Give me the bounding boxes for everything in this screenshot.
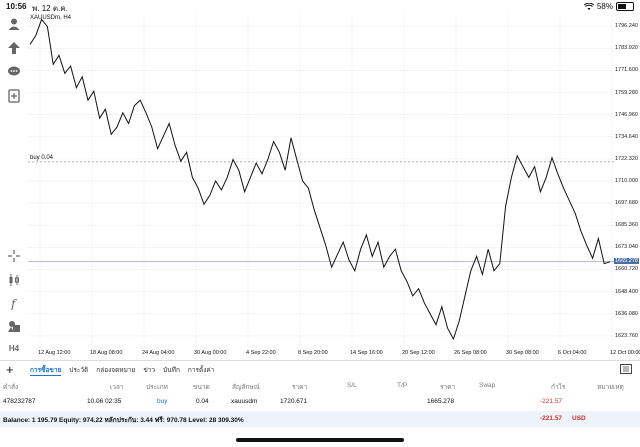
order-id: 478232787 <box>3 398 36 405</box>
wifi-icon <box>583 2 594 10</box>
candlestick-icon[interactable] <box>4 270 24 290</box>
time-tick-label: 8 Sep 20:00 <box>298 350 328 356</box>
time-tick-label: 30 Sep 08:00 <box>506 350 539 356</box>
expand-panel-icon[interactable] <box>620 364 632 374</box>
order-open-price: 1720.671 <box>280 398 308 405</box>
order-time: 10.06 02:35 <box>87 398 122 405</box>
time-tick-label: 12 Aug 12:00 <box>38 350 71 356</box>
time-axis: 12 Aug 12:00 18 Aug 08:00 24 Aug 04:00 30 A… <box>28 348 640 360</box>
terminal-tabs-bar: + การซื้อขาย ประวัติ กล่องจดหมาย ข่าว บันทึก… <box>0 360 640 379</box>
time-tick-label: 18 Aug 08:00 <box>90 350 123 356</box>
price-tick-label: 1636.080 <box>615 310 638 317</box>
price-tick-label: 1796.240 <box>615 23 638 30</box>
orders-table: คำสั่ง เวลา ประเภท ขนาด สัญลักษณ์ ราคา S… <box>0 378 640 410</box>
col-comment: หมายเหตุ <box>597 384 624 391</box>
battery-icon <box>616 2 634 11</box>
svg-text:f: f <box>10 297 18 310</box>
current-price-tag: 1665.278 <box>614 258 639 265</box>
crosshair-icon[interactable] <box>4 246 24 266</box>
order-type: buy <box>157 398 168 405</box>
col-symbol: สัญลักษณ์ <box>232 384 260 391</box>
col-size: ขนาด <box>193 384 210 391</box>
balance-row: Balance: 1 195.79 Equity: 974.22 หลักประ… <box>0 411 640 427</box>
price-line-series <box>29 18 611 341</box>
time-tick-label: 24 Aug 04:00 <box>142 350 175 356</box>
currency-label: USD <box>572 415 586 422</box>
status-bar: 10:56 พ. 12 ต.ค. 58% <box>0 0 640 14</box>
new-order-icon[interactable] <box>4 86 24 106</box>
col-open-price: ราคา <box>292 384 308 391</box>
status-time: 10:56 <box>6 2 27 11</box>
trade-icon[interactable] <box>4 38 24 58</box>
tab-5[interactable]: การตั้งค่า <box>187 367 215 374</box>
buy-line-label: buy 0.04 <box>30 155 54 161</box>
col-sl: S/L <box>347 382 357 389</box>
indicators-icon[interactable]: f <box>4 293 24 313</box>
terminal-tabs: การซื้อขาย ประวัติ กล่องจดหมาย ข่าว บันทึก กา… <box>30 365 214 376</box>
order-size: 0.04 <box>196 398 209 405</box>
tab-1[interactable]: ประวัติ <box>69 367 89 374</box>
price-tick-label: 1746.960 <box>615 111 638 118</box>
price-tick-label: 1783.920 <box>615 45 638 52</box>
time-tick-label: 4 Sep 22:00 <box>246 350 276 356</box>
col-profit: กำไร <box>551 384 566 391</box>
price-tick-label: 1722.320 <box>615 155 638 162</box>
home-indicator[interactable] <box>236 438 404 442</box>
tab-2[interactable]: กล่องจดหมาย <box>96 367 136 374</box>
time-tick-label: 30 Aug 00:00 <box>194 350 227 356</box>
chart-toolbar: f H4 <box>0 14 28 360</box>
tab-4[interactable]: บันทึก <box>163 367 180 374</box>
col-type: ประเภท <box>146 384 168 391</box>
price-tick-label: 1734.640 <box>615 133 638 140</box>
order-profit: -221.57 <box>540 398 563 405</box>
price-tick-label: 1660.720 <box>615 266 638 273</box>
col-order: คำสั่ง <box>3 384 19 391</box>
price-axis: 1796.240 1783.920 1771.600 1759.280 1746.960… <box>614 14 640 360</box>
price-tick-label: 1759.280 <box>615 89 638 96</box>
timeframe-button[interactable]: H4 <box>8 343 20 353</box>
col-time: เวลา <box>110 384 124 391</box>
table-header: คำสั่ง เวลา ประเภท ขนาด สัญลักษณ์ ราคา S… <box>0 378 640 394</box>
price-tick-label: 1673.040 <box>615 244 638 251</box>
price-tick-label: 1771.600 <box>615 67 638 74</box>
price-tick-label: 1685.360 <box>615 222 638 229</box>
status-date: พ. 12 ต.ค. <box>32 4 68 13</box>
objects-icon[interactable] <box>4 316 24 336</box>
time-tick-label: 14 Sep 16:00 <box>350 350 383 356</box>
price-chart[interactable] <box>28 14 614 360</box>
table-row[interactable]: 478232787 10.06 02:35 buy 0.04 xauusdm 1… <box>0 394 640 410</box>
order-symbol: xauusdm <box>231 398 258 405</box>
time-tick-label: 26 Sep 08:00 <box>454 350 487 356</box>
tab-0[interactable]: การซื้อขาย <box>30 367 62 376</box>
time-tick-label: 6 Oct 04:00 <box>558 350 587 356</box>
total-profit: -221.57 <box>540 415 563 422</box>
col-tp: T/P <box>397 382 408 389</box>
chat-icon[interactable] <box>4 62 24 82</box>
order-current-price: 1665.278 <box>427 398 455 405</box>
balance-summary: Balance: 1 195.79 Equity: 974.22 หลักประ… <box>3 417 244 424</box>
price-tick-label: 1697.680 <box>615 200 638 207</box>
time-tick-label: 20 Sep 12:00 <box>402 350 435 356</box>
status-right: 58% <box>583 2 634 11</box>
price-tick-label: 1648.400 <box>615 288 638 295</box>
tab-3[interactable]: ข่าว <box>143 367 156 374</box>
time-tick-label: 12 Oct 00:00 <box>610 350 640 356</box>
account-icon[interactable] <box>4 14 24 34</box>
price-tick-label: 1623.760 <box>615 332 638 339</box>
col-swap: Swap <box>479 382 496 389</box>
chart-symbol-label: XAUUSDm, H4 <box>30 15 72 21</box>
add-icon[interactable]: + <box>6 362 14 377</box>
price-tick-label: 1710.000 <box>615 178 638 184</box>
col-price: ราคา <box>440 384 456 391</box>
battery-percent: 58% <box>596 2 613 11</box>
